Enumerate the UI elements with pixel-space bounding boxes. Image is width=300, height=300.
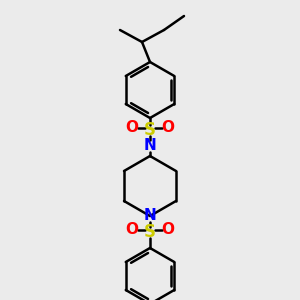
Text: O: O	[161, 119, 175, 134]
Text: O: O	[125, 119, 139, 134]
Text: S: S	[144, 121, 156, 139]
Text: S: S	[144, 223, 156, 241]
Text: O: O	[125, 221, 139, 236]
Text: N: N	[144, 139, 156, 154]
Text: O: O	[161, 221, 175, 236]
Text: N: N	[144, 208, 156, 224]
